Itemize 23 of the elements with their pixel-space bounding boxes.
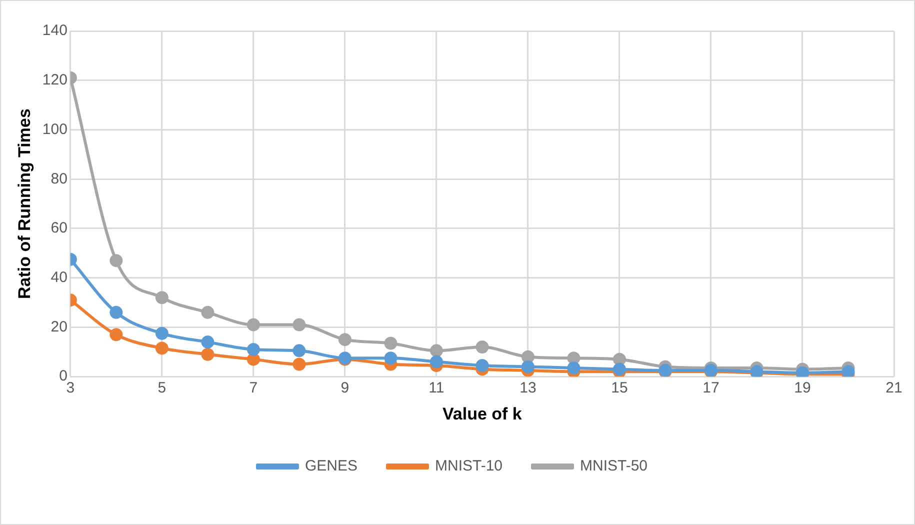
x-tick-label: 19: [794, 380, 811, 397]
x-tick-label: 17: [702, 380, 720, 397]
y-tick-label: 80: [50, 170, 68, 188]
y-tick-label: 60: [50, 220, 68, 237]
x-tick-label: 13: [520, 380, 536, 397]
x-tick-label: 15: [611, 380, 628, 397]
legend-label: MNIST-10: [434, 458, 503, 475]
legend-label: GENES: [304, 458, 358, 475]
y-tick-label: 0: [59, 368, 68, 385]
y-axis-title: Ratio of Running Times: [14, 108, 34, 300]
x-tick-label: 5: [158, 380, 166, 397]
y-tick-label: 120: [42, 72, 68, 89]
x-axis-title: Value of k: [442, 404, 522, 424]
x-tick-label: 21: [886, 380, 902, 397]
x-tick-label: 11: [428, 380, 444, 397]
x-tick-label: 9: [340, 380, 350, 397]
y-tick-label: 100: [42, 120, 68, 138]
x-tick-label: 3: [66, 380, 75, 397]
y-tick-label: 20: [50, 318, 68, 336]
legend-label: MNIST-50: [580, 458, 648, 475]
y-tick-label: 140: [42, 22, 68, 40]
y-tick-label: 40: [50, 269, 68, 286]
x-tick-label: 7: [249, 380, 258, 397]
